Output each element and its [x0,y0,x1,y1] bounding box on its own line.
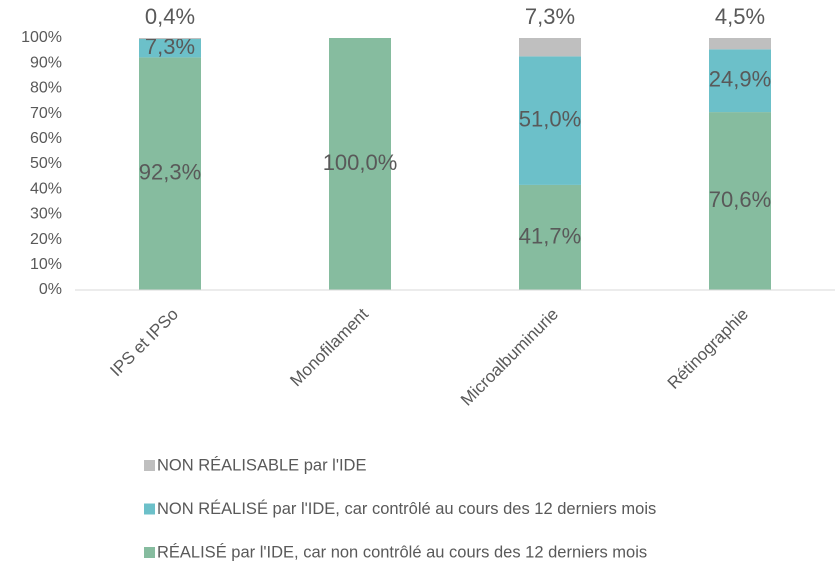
bar-segment [709,49,771,113]
y-tick-label: 30% [30,206,62,223]
value-label: 24,9% [709,67,771,92]
y-tick-label: 90% [30,54,62,71]
value-label: 4,5% [715,4,765,29]
value-label: 41,7% [519,223,581,248]
y-tick-label: 60% [30,130,62,147]
y-tick-label: 20% [30,231,62,248]
bar-segment [139,38,201,40]
value-label: 70,6% [709,187,771,212]
legend-label: RÉALISÉ par l'IDE, car non contrôlé au c… [157,542,647,561]
legend-label: NON RÉALISABLE par l'IDE [157,455,366,474]
y-tick-label: 40% [30,180,62,197]
value-label: 7,3% [145,34,195,59]
x-tick-label: Monofilament [286,304,372,390]
y-tick-label: 0% [39,281,62,298]
legend-swatch [144,503,155,515]
legend-label: NON RÉALISÉ par l'IDE, car contrôlé au c… [157,499,656,518]
y-tick-label: 100% [21,29,62,46]
y-tick-label: 80% [30,80,62,97]
value-label: 92,3% [139,160,201,185]
bar-segment [329,38,391,290]
bar-segment [519,184,581,290]
bar-segment [519,56,581,185]
bar-segment [139,57,201,291]
bar-segment [709,112,771,290]
bar-segment [519,38,581,57]
value-label: 51,0% [519,106,581,131]
y-tick-label: 70% [30,105,62,122]
x-tick-label: IPS et IPSo [106,305,182,381]
bar-segment [139,39,201,58]
legend-swatch [144,460,155,471]
value-label: 0,4% [145,4,195,29]
bar-segment [709,38,771,50]
value-label: 100,0% [323,150,398,175]
y-tick-label: 10% [30,256,62,273]
value-label: 7,3% [525,4,575,29]
x-tick-label: Microalbuminurie [457,305,562,410]
legend-swatch [144,547,155,558]
x-tick-label: Rétinographie [664,305,752,393]
y-tick-label: 50% [30,155,62,172]
